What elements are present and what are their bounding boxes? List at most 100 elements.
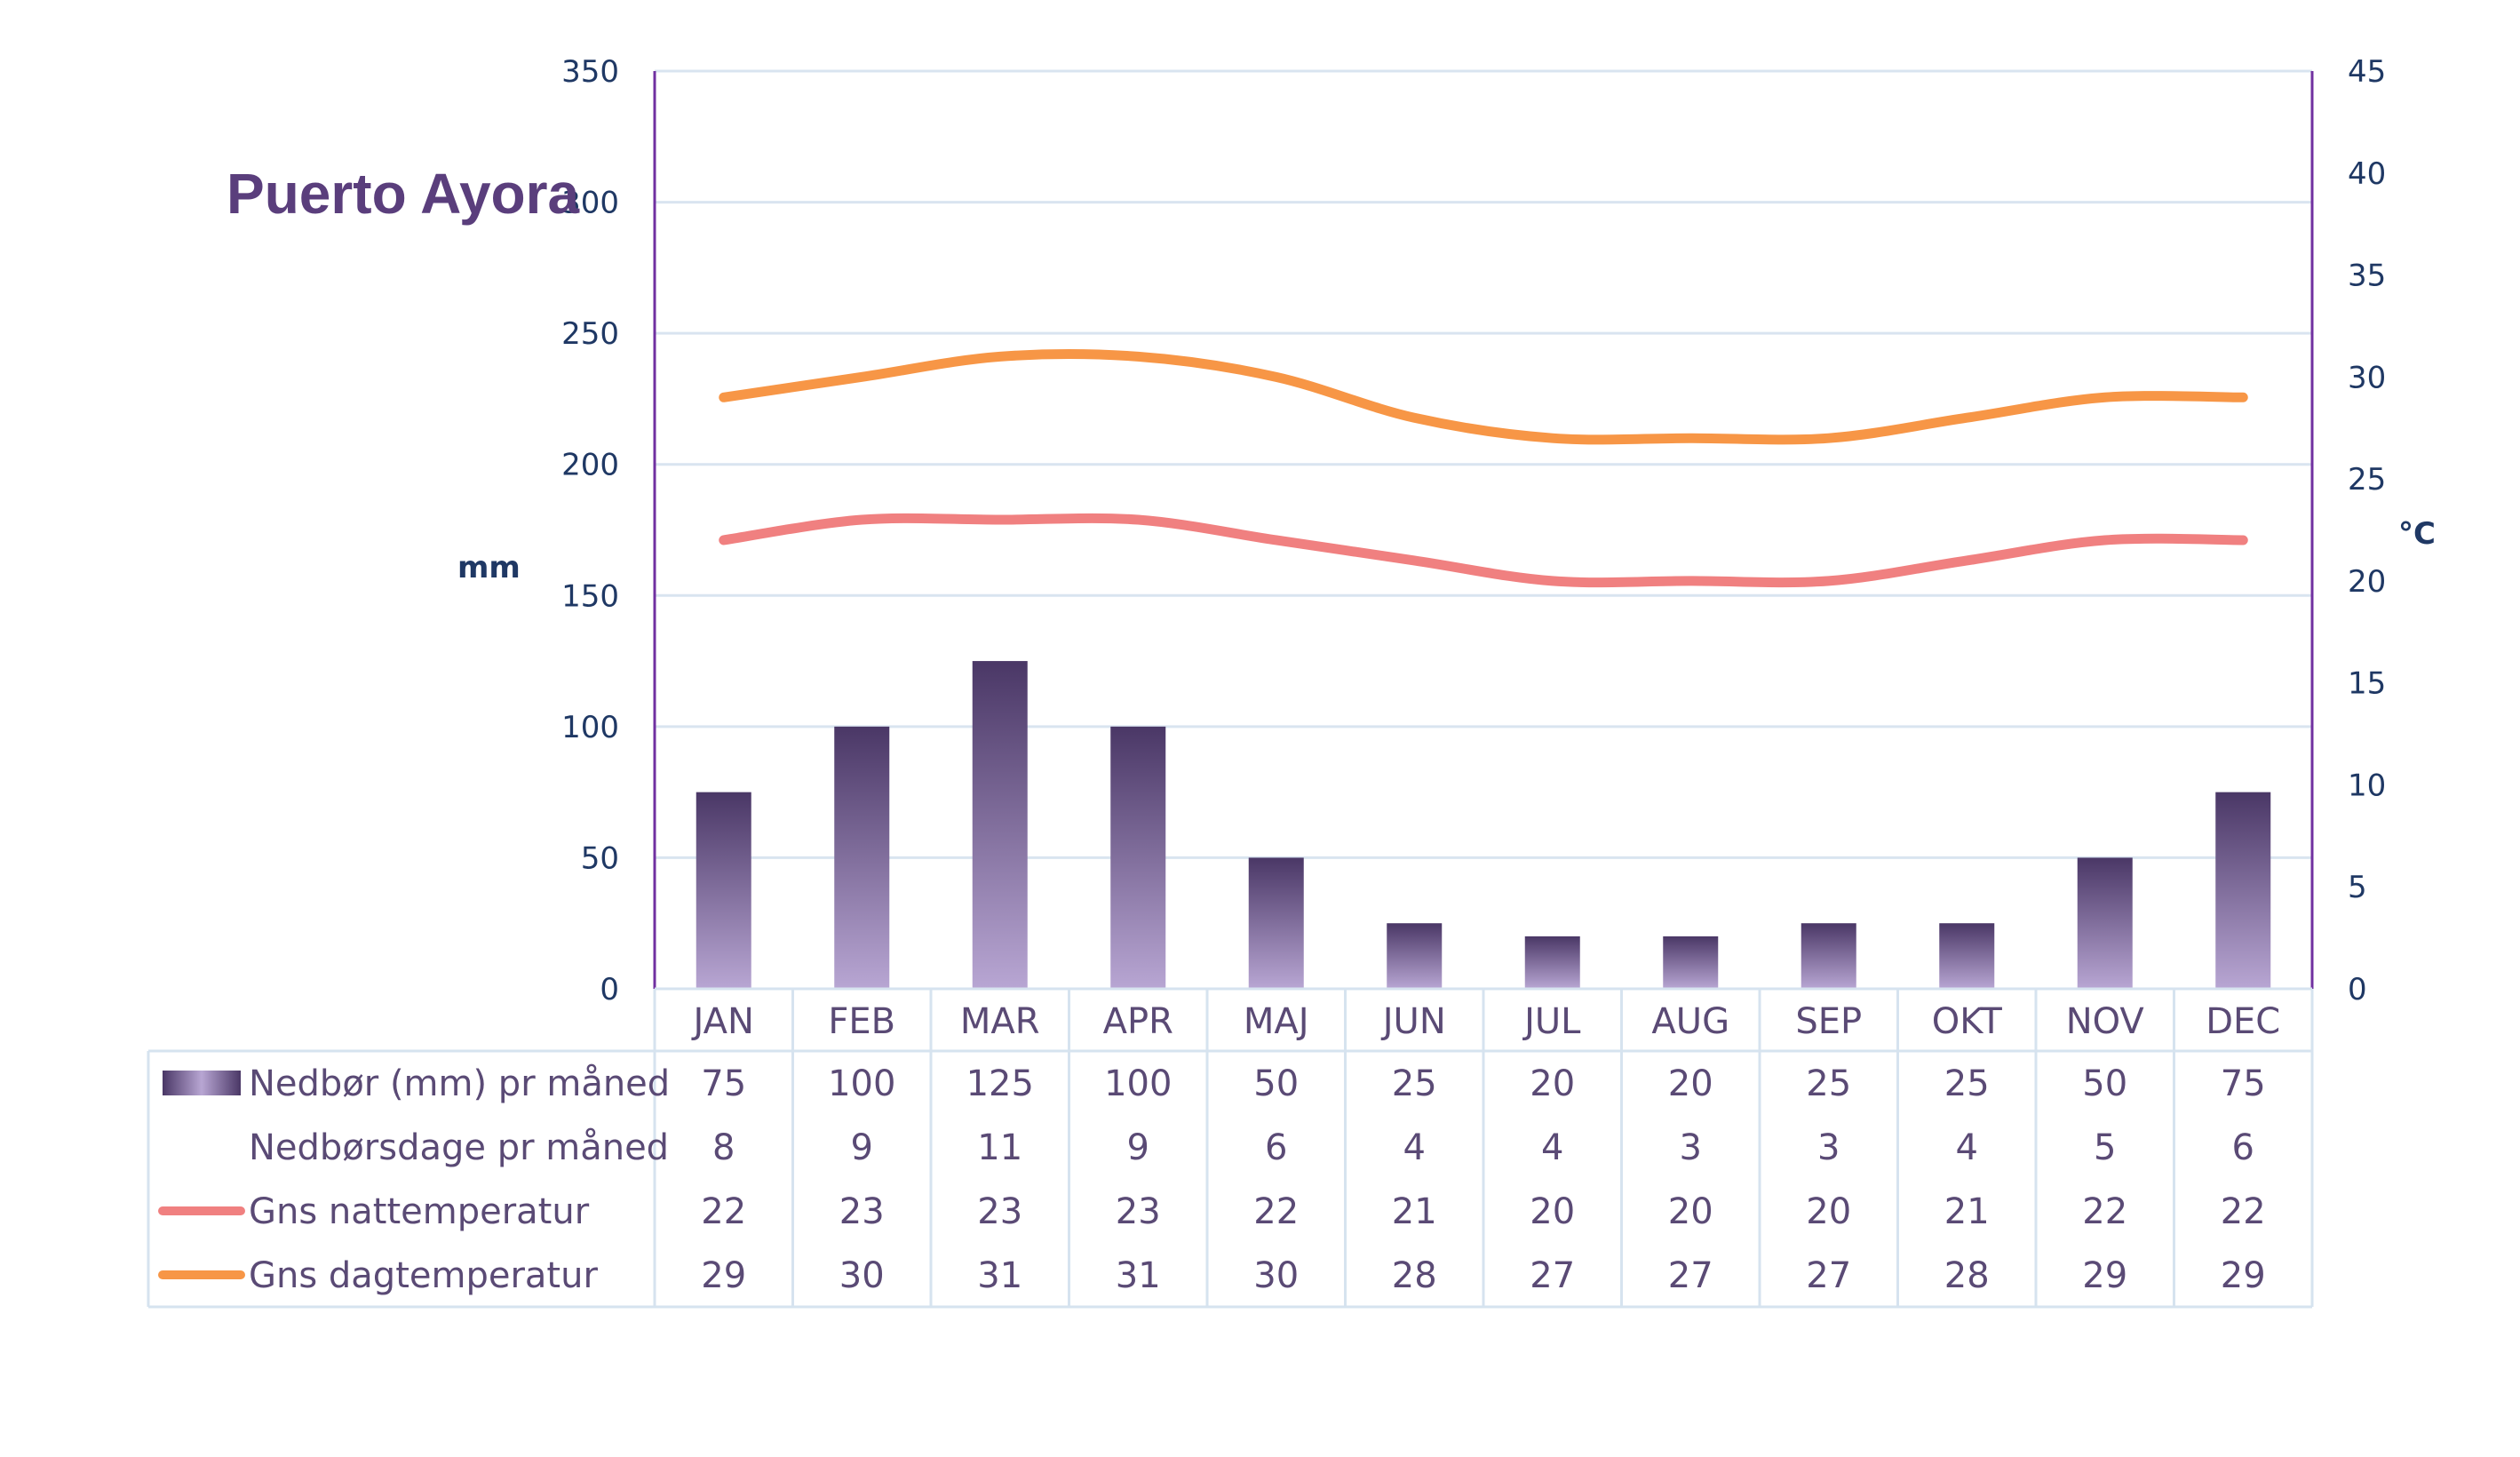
table-cell: 23 <box>839 1191 885 1232</box>
right-axis-label: °C <box>2398 516 2436 552</box>
precip-bar-maj <box>1248 857 1304 989</box>
table-cell: 9 <box>851 1127 873 1168</box>
table-cell: 31 <box>977 1255 1022 1296</box>
data-table: JAN FEB MAR APR MAJ JUN JUL AUG SEP OKT NOV DEC Nedb… <box>147 989 2314 1309</box>
category-label-okt: OKT <box>1932 1001 2003 1042</box>
right-axis-ticks: 0 5 10 15 20 25 30 35 40 45 <box>2348 54 2386 1007</box>
table-cell: 50 <box>1253 1063 1299 1104</box>
right-tick-label: 40 <box>2348 156 2386 192</box>
right-tick-label: 5 <box>2348 870 2367 905</box>
chart-title: Puerto Ayora <box>227 162 580 226</box>
table-cell: 75 <box>701 1063 746 1104</box>
day-temp-line <box>719 349 2248 445</box>
left-tick-label: 250 <box>561 316 619 352</box>
table-row-label: Nedbør (mm) pr måned <box>249 1063 670 1104</box>
table-cell: 20 <box>1806 1191 1851 1232</box>
table-cell: 27 <box>1806 1255 1851 1296</box>
table-cell: 30 <box>1253 1255 1299 1296</box>
left-tick-label: 200 <box>561 448 619 483</box>
table-cell: 11 <box>977 1127 1022 1168</box>
left-tick-label: 0 <box>600 972 619 1007</box>
table-cell: 20 <box>1530 1063 1575 1104</box>
left-axis-ticks: 0 50 100 150 200 250 300 350 <box>561 54 619 1007</box>
table-cell: 25 <box>1944 1063 1990 1104</box>
precip-bar-nov <box>2077 857 2133 989</box>
table-cell: 100 <box>828 1063 895 1104</box>
table-cell: 22 <box>1253 1191 1299 1232</box>
precip-bar-sep <box>1801 923 1856 989</box>
left-tick-label: 100 <box>561 710 619 745</box>
table-cell: 28 <box>1392 1255 1437 1296</box>
table-cell: 4 <box>1403 1127 1426 1168</box>
night-temp-line <box>719 513 2248 588</box>
table-cell: 75 <box>2221 1063 2266 1104</box>
right-tick-label: 35 <box>2348 259 2386 294</box>
table-cell: 22 <box>701 1191 746 1232</box>
precip-bar-feb <box>834 726 890 989</box>
table-cell: 20 <box>1530 1191 1575 1232</box>
table-cell: 4 <box>1956 1127 1978 1168</box>
table-cell: 27 <box>1668 1255 1713 1296</box>
right-tick-label: 10 <box>2348 768 2386 803</box>
table-cell: 25 <box>1392 1063 1437 1104</box>
table-cell: 20 <box>1668 1063 1713 1104</box>
category-label-nov: NOV <box>2066 1001 2145 1042</box>
table-cell: 4 <box>1541 1127 1563 1168</box>
table-cell: 21 <box>1392 1191 1437 1232</box>
category-label-maj: MAJ <box>1244 1001 1309 1042</box>
precip-bar-apr <box>1110 726 1166 989</box>
table-row-label: Nedbørsdage pr måned <box>249 1127 669 1168</box>
category-label-mar: MAR <box>960 1001 1040 1042</box>
right-tick-label: 30 <box>2348 360 2386 395</box>
precip-bar-dec <box>2215 792 2271 989</box>
table-cell: 5 <box>2094 1127 2116 1168</box>
table-cell: 29 <box>2082 1255 2127 1296</box>
category-label-apr: APR <box>1103 1001 1173 1042</box>
table-cell: 23 <box>977 1191 1022 1232</box>
table-cell: 21 <box>1944 1191 1990 1232</box>
table-cell: 125 <box>966 1063 1034 1104</box>
category-label-jan: JAN <box>691 1001 754 1042</box>
precip-bar-jan <box>696 792 751 989</box>
precip-bar-aug <box>1663 936 1719 989</box>
table-cell: 27 <box>1530 1255 1575 1296</box>
table-row-label: Gns nattemperatur <box>249 1191 590 1232</box>
category-label-dec: DEC <box>2206 1001 2280 1042</box>
legend-key-precip <box>163 1071 241 1095</box>
left-tick-label: 300 <box>561 186 619 221</box>
table-cell: 6 <box>1265 1127 1287 1168</box>
table-cell: 31 <box>1116 1255 1161 1296</box>
table-cell: 29 <box>2221 1255 2266 1296</box>
left-tick-label: 150 <box>561 578 619 614</box>
precipitation-bars <box>696 661 2271 989</box>
category-label-feb: FEB <box>828 1001 895 1042</box>
table-cell: 22 <box>2221 1191 2266 1232</box>
category-label-aug: AUG <box>1651 1001 1729 1042</box>
axes <box>653 71 2314 991</box>
precip-bar-mar <box>972 661 1028 989</box>
category-label-jul: JUL <box>1522 1001 1581 1042</box>
table-cell: 3 <box>1817 1127 1840 1168</box>
table-cell: 28 <box>1944 1255 1990 1296</box>
right-tick-label: 45 <box>2348 54 2386 90</box>
table-cell: 50 <box>2082 1063 2127 1104</box>
table-cell: 22 <box>2082 1191 2127 1232</box>
table-cell: 25 <box>1806 1063 1851 1104</box>
precip-bar-jul <box>1524 936 1580 989</box>
table-cell: 100 <box>1104 1063 1172 1104</box>
temperature-lines <box>719 349 2248 588</box>
right-tick-label: 15 <box>2348 666 2386 702</box>
table-cell: 30 <box>839 1255 885 1296</box>
left-tick-label: 350 <box>561 54 619 90</box>
category-label-sep: SEP <box>1795 1001 1862 1042</box>
table-cell: 20 <box>1668 1191 1713 1232</box>
precip-bar-okt <box>1939 923 1995 989</box>
right-tick-label: 0 <box>2348 972 2367 1007</box>
right-tick-label: 25 <box>2348 462 2386 498</box>
left-axis-label: mm <box>457 550 521 585</box>
table-cell: 3 <box>1680 1127 1702 1168</box>
table-row-label: Gns dagtemperatur <box>249 1255 598 1296</box>
right-tick-label: 20 <box>2348 564 2386 600</box>
left-tick-label: 50 <box>581 840 619 876</box>
